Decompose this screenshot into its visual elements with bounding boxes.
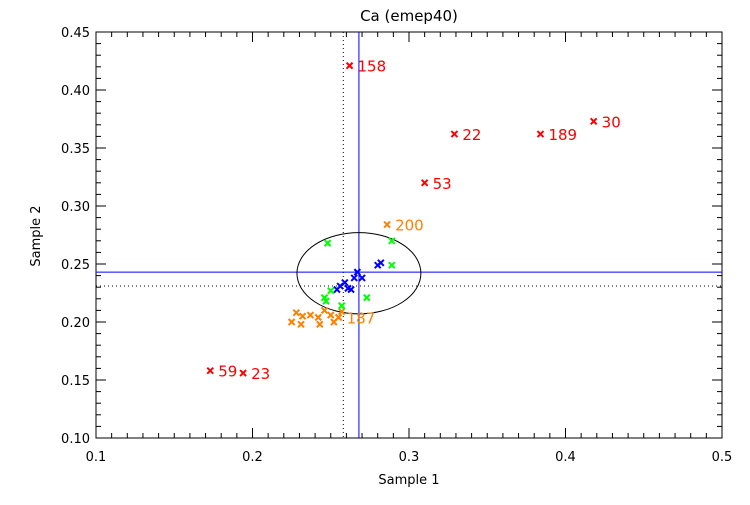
data-point-green [388, 261, 396, 269]
data-point-orange [337, 307, 346, 316]
y-tick-label: 0.25 [61, 258, 90, 273]
y-tick-label: 0.40 [61, 84, 90, 99]
x-marker [350, 274, 358, 282]
data-point-orange [320, 306, 329, 315]
x-marker [239, 369, 247, 377]
point-label: 30 [602, 113, 621, 131]
x-marker [297, 320, 305, 329]
point-label: 200 [395, 217, 424, 235]
data-point-green [323, 239, 332, 247]
data-point-red: 59 [206, 363, 237, 381]
x-marker [388, 237, 396, 245]
data-point-blue [358, 274, 366, 282]
data-point-green [322, 297, 330, 305]
data-point-orange: 187 [334, 309, 376, 327]
y-axis-label: Sample 2 [29, 205, 44, 266]
y-tick-label: 0.15 [61, 374, 90, 389]
x-marker [292, 309, 301, 317]
x-marker [358, 274, 366, 282]
x-marker [298, 312, 307, 320]
y-tick-label: 0.10 [61, 432, 90, 447]
point-label: 187 [347, 309, 376, 327]
data-point-green [337, 302, 346, 310]
x-marker [206, 367, 214, 375]
x-marker [287, 318, 296, 326]
x-marker [330, 318, 338, 326]
x-marker [337, 302, 346, 310]
data-point-orange [316, 320, 324, 329]
data-point-blue [373, 261, 382, 269]
x-marker [383, 220, 391, 229]
x-marker [536, 130, 545, 138]
plot-frame [95, 31, 723, 439]
x-marker [322, 297, 330, 305]
point-label: 23 [251, 365, 270, 383]
data-point-orange [292, 309, 301, 317]
data-point-orange [327, 311, 335, 319]
data-point-red: 23 [239, 365, 270, 383]
x-marker [450, 130, 459, 138]
x-marker [337, 307, 346, 316]
y-tick-label: 0.20 [61, 316, 90, 331]
data-point-green [327, 286, 335, 295]
y-tick-label: 0.35 [61, 142, 90, 157]
data-point-orange: 200 [383, 217, 424, 235]
point-label: 22 [462, 126, 481, 144]
x-axis-label: Sample 1 [378, 473, 439, 488]
data-point-orange [287, 318, 296, 326]
x-marker [327, 311, 335, 319]
data-point-red: 53 [420, 175, 452, 193]
x-tick-label: 0.1 [86, 450, 107, 465]
x-marker [353, 268, 362, 276]
x-tick-label: 0.5 [712, 450, 733, 465]
chart-title: Ca (emep40) [360, 7, 458, 25]
x-marker [363, 293, 371, 302]
data-point-blue [347, 285, 355, 294]
point-label: 189 [548, 126, 577, 144]
data-point-blue [350, 274, 358, 282]
data-point-orange [314, 313, 322, 322]
x-marker [373, 261, 382, 269]
x-marker [333, 285, 341, 294]
data-point-orange [297, 320, 305, 329]
data-point-green [388, 237, 396, 245]
data-point-orange [330, 318, 338, 326]
data-point-blue [333, 285, 341, 294]
x-marker [388, 261, 396, 269]
x-marker [314, 313, 322, 322]
point-label: 158 [358, 58, 387, 76]
x-tick-label: 0.4 [555, 450, 576, 465]
data-point-red: 30 [589, 113, 621, 131]
point-label: 59 [218, 363, 237, 381]
data-point-green [363, 293, 371, 302]
x-marker [589, 117, 598, 126]
data-point-red: 189 [536, 126, 577, 144]
y-tick-label: 0.30 [61, 200, 90, 215]
data-point-orange [298, 312, 307, 320]
x-marker [320, 306, 329, 315]
y-tick-label: 0.45 [61, 26, 90, 41]
data-point-orange [306, 311, 315, 319]
point-label: 53 [433, 175, 452, 193]
x-marker [420, 179, 429, 187]
data-point-red: 22 [450, 126, 481, 144]
confidence-ellipse [296, 232, 422, 315]
x-marker [345, 61, 354, 70]
x-marker [327, 286, 335, 295]
x-tick-label: 0.3 [399, 450, 420, 465]
x-marker [306, 311, 315, 319]
x-marker [323, 239, 332, 247]
x-marker [347, 285, 355, 294]
data-point-blue [353, 268, 362, 276]
x-tick-label: 0.2 [242, 450, 263, 465]
data-point-red: 158 [345, 58, 387, 76]
x-marker [316, 320, 324, 329]
